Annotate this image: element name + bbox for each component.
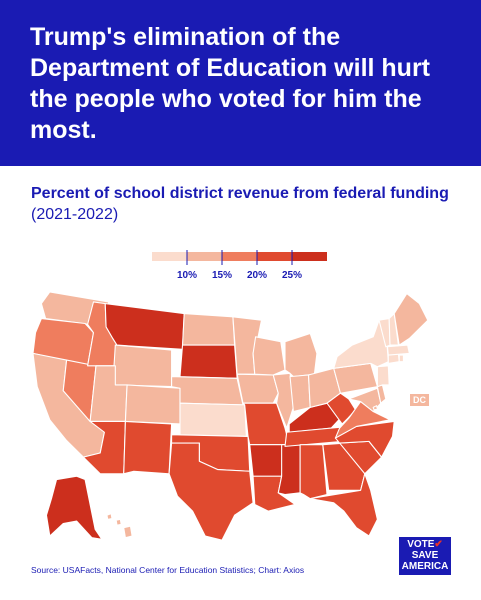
chart-subtitle: Percent of school district revenue from … xyxy=(31,183,451,225)
headline-banner: Trump's elimination of the Department of… xyxy=(0,0,481,166)
dc-label: DC xyxy=(410,394,429,406)
state-ne xyxy=(171,376,244,406)
state-va xyxy=(334,401,391,439)
state-mt xyxy=(104,303,185,350)
headline: Trump's elimination of the Department of… xyxy=(30,23,431,144)
state-mi xyxy=(284,332,318,378)
state-ny xyxy=(333,319,389,369)
state-nj xyxy=(376,365,390,388)
color-legend: 10% 15% 20% 25% xyxy=(152,250,327,281)
us-choropleth-map xyxy=(32,291,429,540)
subtitle-period: (2021-2022) xyxy=(31,206,119,223)
legend-swatch-1 xyxy=(152,252,187,261)
state-fl xyxy=(309,473,378,537)
state-ar xyxy=(249,444,286,477)
state-ks xyxy=(179,402,247,437)
legend-swatch-3 xyxy=(222,252,257,261)
state-nd xyxy=(181,313,236,346)
state-ak xyxy=(45,475,103,540)
state-in xyxy=(289,374,311,413)
state-me xyxy=(393,293,429,346)
state-co xyxy=(124,384,181,425)
state-al xyxy=(299,444,328,500)
vote-save-america-logo: VOTE✔ SAVE AMERICA xyxy=(399,537,451,575)
legend-swatch-4 xyxy=(257,252,292,261)
legend-swatch-2 xyxy=(187,252,222,261)
legend-swatch-5 xyxy=(292,252,327,261)
legend-tick-label: 15% xyxy=(212,270,232,281)
state-wi xyxy=(252,336,286,376)
state-tx xyxy=(168,442,254,540)
state-sd xyxy=(179,344,238,379)
state-hi xyxy=(106,513,133,539)
legend-tick-label: 20% xyxy=(247,270,267,281)
logo-line-save: SAVE xyxy=(411,550,439,561)
state-ia xyxy=(236,373,279,404)
legend-tick-label: 25% xyxy=(282,270,302,281)
state-wy xyxy=(112,344,173,388)
legend-tick-label: 10% xyxy=(177,270,197,281)
state-nm xyxy=(123,420,173,475)
state-dc xyxy=(372,405,378,411)
state-ri xyxy=(398,354,404,363)
state-ms xyxy=(277,444,301,496)
state-ma xyxy=(386,344,410,356)
logo-line-vote: VOTE✔ xyxy=(407,539,443,550)
subtitle-main: Percent of school district revenue from … xyxy=(31,185,449,202)
state-nh xyxy=(388,313,399,346)
logo-line-america: AMERICA xyxy=(401,561,449,572)
source-note: Source: USAFacts, National Center for Ed… xyxy=(31,565,305,575)
